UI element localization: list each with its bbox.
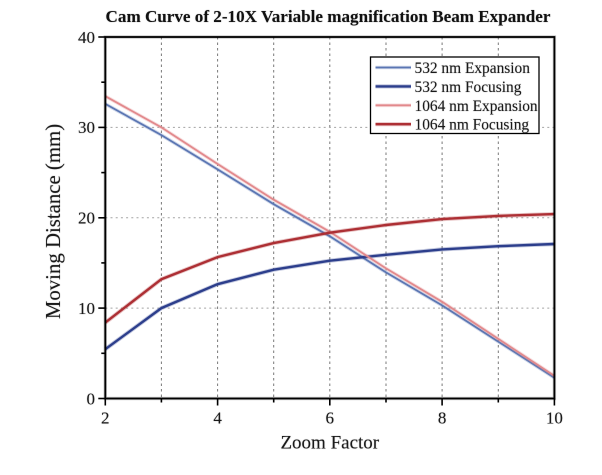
svg-text:2: 2 — [101, 409, 110, 428]
svg-text:532 nm Expansion: 532 nm Expansion — [415, 60, 531, 77]
svg-text:Moving Distance (mm): Moving Distance (mm) — [42, 124, 65, 319]
svg-text:10: 10 — [78, 299, 95, 318]
svg-text:6: 6 — [326, 409, 335, 428]
svg-text:20: 20 — [78, 209, 95, 228]
svg-text:4: 4 — [213, 409, 222, 428]
svg-text:10: 10 — [546, 409, 563, 428]
svg-text:1064 nm Expansion: 1064 nm Expansion — [415, 98, 538, 115]
svg-text:Cam Curve of 2-10X Variable ma: Cam Curve of 2-10X Variable magnificatio… — [106, 7, 551, 26]
svg-text:30: 30 — [78, 118, 95, 137]
svg-text:1064 nm Focusing: 1064 nm Focusing — [415, 117, 530, 134]
svg-text:Zoom Factor: Zoom Factor — [280, 433, 379, 454]
svg-text:532 nm Focusing: 532 nm Focusing — [415, 79, 522, 96]
svg-text:8: 8 — [438, 409, 447, 428]
svg-text:0: 0 — [87, 389, 96, 408]
svg-text:40: 40 — [78, 28, 95, 47]
